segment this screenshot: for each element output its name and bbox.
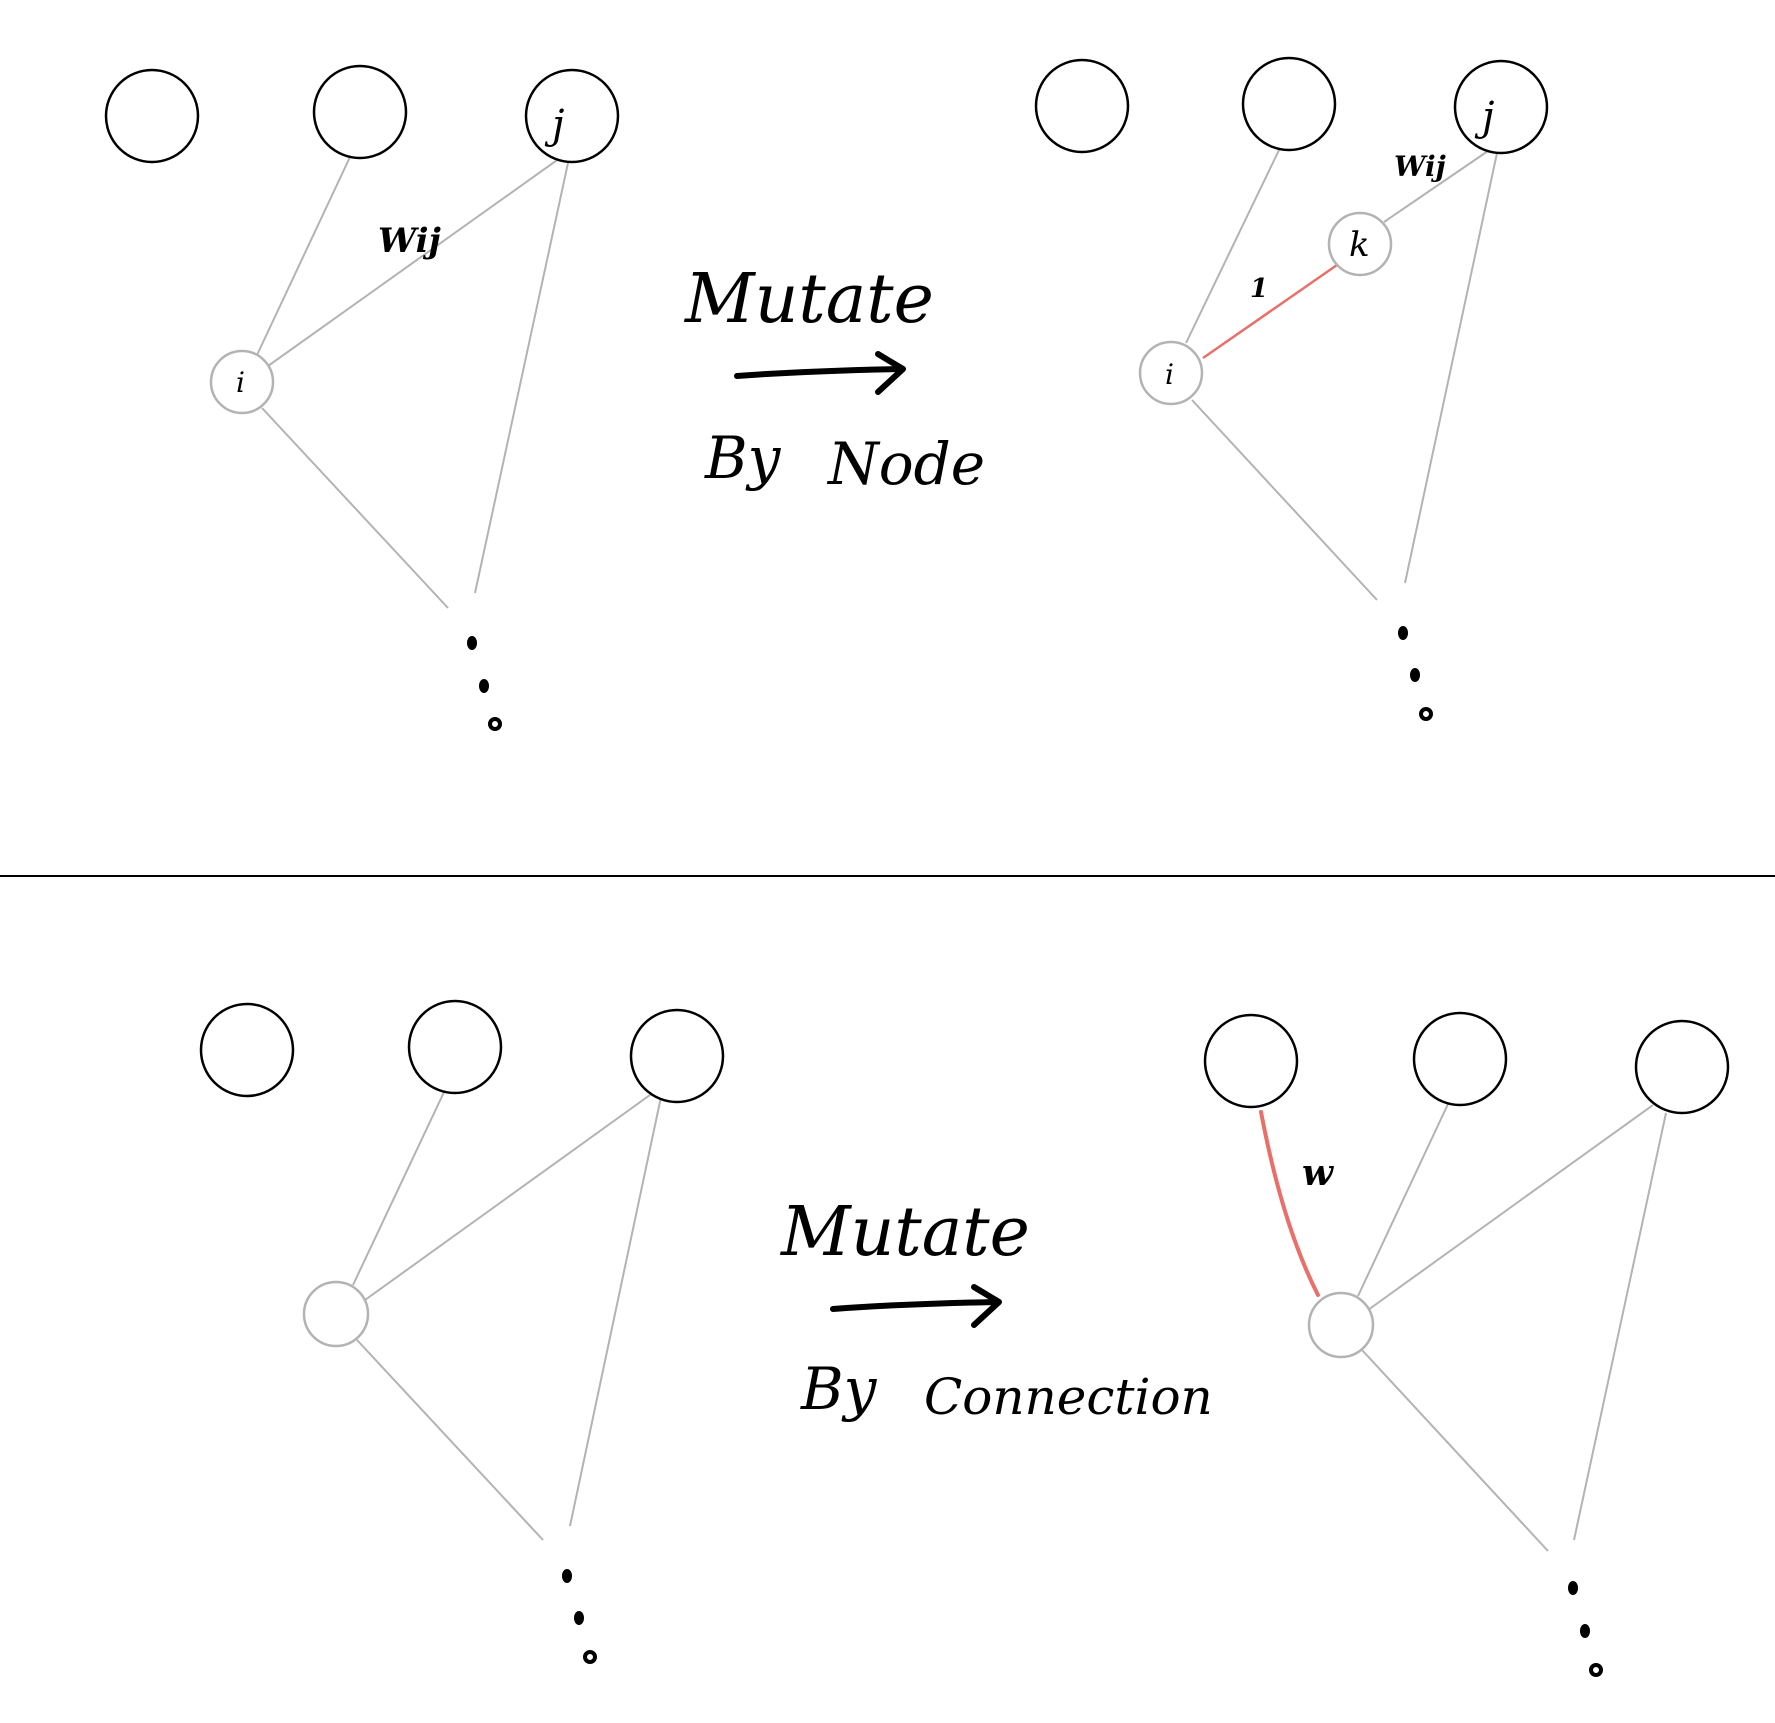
new-edge-weight-label-1: 1	[1250, 274, 1268, 304]
top-right-graph: i j k Wij 1	[1034, 56, 1549, 721]
dot	[1568, 1581, 1578, 1595]
edge-top-right-to-dots	[569, 1096, 662, 1527]
node-j	[1453, 59, 1549, 155]
arrowhead	[971, 1284, 1002, 1328]
new-edge-hidden-to-output-1	[1259, 1110, 1320, 1297]
edge-hidden-to-top-middle	[352, 1089, 446, 1286]
hidden-node	[302, 1280, 370, 1348]
edge-j-to-dots	[474, 162, 569, 594]
by-label: By	[704, 424, 782, 492]
edge-j-to-dots	[1404, 152, 1498, 584]
arrowhead	[875, 351, 906, 395]
dot	[1398, 626, 1408, 640]
node-k-label: k	[1349, 225, 1370, 265]
output-node-2	[1412, 1011, 1508, 1107]
bottom-left-graph	[199, 999, 725, 1664]
dot	[1589, 1663, 1603, 1677]
edge-weight-label-wij: Wij	[1394, 150, 1446, 183]
edge-i-to-top-middle	[1185, 147, 1281, 344]
hidden-node	[1307, 1291, 1375, 1359]
dot	[488, 717, 502, 731]
output-node-1	[104, 68, 200, 164]
edge-top-right-to-dots	[1573, 1112, 1667, 1541]
new-node-k	[1327, 211, 1393, 277]
edge-i-to-j	[267, 157, 561, 367]
output-node-1	[1203, 1013, 1299, 1109]
edge-i-to-top-middle	[256, 156, 351, 356]
top-transform: Mutate By Node	[683, 260, 985, 498]
node-j	[524, 68, 620, 164]
edge-k-to-j	[1383, 150, 1489, 223]
edge-weight-label-wij: Wij	[378, 221, 442, 261]
new-edge-i-to-k	[1202, 263, 1338, 360]
output-node-2	[1241, 56, 1337, 152]
mutate-arrow	[734, 366, 903, 379]
edge-hidden-to-top-middle	[1357, 1103, 1449, 1297]
dot	[479, 679, 489, 693]
top-panel: i j Wij Mutate By Node	[104, 56, 1549, 731]
ellipsis-dots	[467, 636, 502, 731]
top-left-graph: i j Wij	[104, 64, 620, 731]
kind-label-node: Node	[826, 430, 985, 498]
dot	[467, 636, 477, 650]
dot	[583, 1650, 597, 1664]
output-node-3	[629, 1008, 725, 1104]
ellipsis-dots	[1398, 626, 1433, 721]
new-edge-weight-label-w: w	[1302, 1152, 1335, 1194]
edge-i-to-dots	[1191, 399, 1378, 601]
edge-hidden-to-top-right	[364, 1094, 651, 1301]
edge-hidden-to-dots	[1361, 1349, 1549, 1552]
dot	[1410, 668, 1420, 682]
by-label: By	[800, 1355, 878, 1423]
node-i	[209, 349, 275, 415]
bottom-right-graph: w	[1203, 1011, 1730, 1677]
output-node-2	[407, 999, 503, 1095]
edge-hidden-to-dots	[356, 1339, 544, 1541]
node-i	[1138, 340, 1204, 406]
output-node-2	[312, 64, 408, 160]
dot	[574, 1611, 584, 1625]
mutate-arrow	[830, 1299, 999, 1312]
dot	[562, 1569, 572, 1583]
node-i-label: i	[236, 366, 245, 399]
kind-label-connection: Connection	[924, 1368, 1213, 1426]
output-node-1	[199, 1002, 295, 1098]
dot	[1419, 707, 1433, 721]
node-i-label: i	[1165, 358, 1174, 391]
mutate-label: Mutate	[683, 260, 934, 339]
edge-i-to-dots	[261, 407, 449, 609]
mutate-label: Mutate	[779, 1193, 1030, 1272]
bottom-panel: Mutate By Connection w	[199, 999, 1730, 1677]
output-node-3	[1634, 1019, 1730, 1115]
edge-hidden-to-top-right	[1367, 1104, 1654, 1311]
bottom-transform: Mutate By Connection	[779, 1193, 1213, 1426]
output-node-1	[1034, 58, 1130, 154]
ellipsis-dots	[562, 1569, 597, 1664]
dot	[1580, 1624, 1590, 1638]
ellipsis-dots	[1568, 1581, 1603, 1677]
